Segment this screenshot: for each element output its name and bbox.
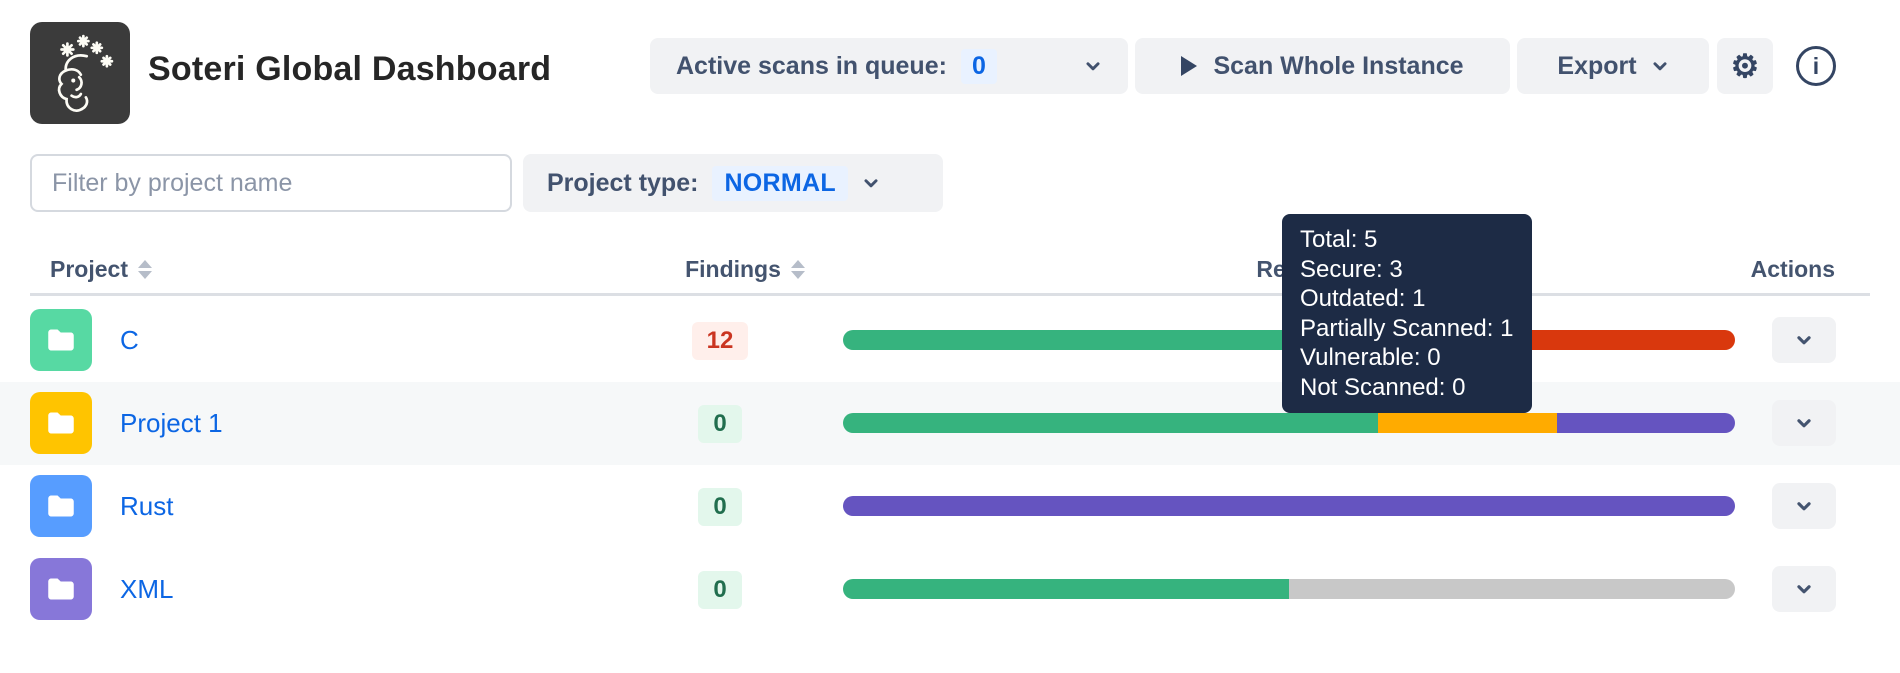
export-button[interactable]: Export xyxy=(1517,38,1709,94)
bar-segment-secure xyxy=(843,330,1289,350)
column-header-actions-label: Actions xyxy=(1750,256,1835,282)
sort-icon[interactable] xyxy=(790,260,805,279)
settings-button[interactable]: ⚙ xyxy=(1717,38,1773,94)
column-header-project-label: Project xyxy=(50,256,128,282)
row-actions-button[interactable] xyxy=(1772,400,1836,446)
soteri-logo xyxy=(30,22,130,124)
tooltip-line-vulnerable: Vulnerable: 0 xyxy=(1300,344,1441,371)
project-folder-avatar xyxy=(30,558,92,620)
bar-segment-secure xyxy=(843,413,1379,433)
gear-icon: ⚙ xyxy=(1730,48,1760,84)
folder-icon xyxy=(48,412,74,434)
scan-button-label: Scan Whole Instance xyxy=(1213,51,1464,80)
tooltip-line-outdated: Outdated: 1 xyxy=(1300,285,1426,312)
play-icon xyxy=(1181,56,1198,76)
findings-badge: 12 xyxy=(691,321,749,360)
repo-status-bar[interactable] xyxy=(843,496,1735,516)
page-title: Soteri Global Dashboard xyxy=(148,50,552,88)
scan-whole-instance-button[interactable]: Scan Whole Instance xyxy=(1135,38,1510,94)
chevron-down-icon xyxy=(1086,62,1100,71)
queue-count-badge: 0 xyxy=(960,48,997,84)
column-header-findings[interactable]: Findings xyxy=(670,256,820,283)
face-with-stars-icon xyxy=(57,34,114,112)
chevron-down-icon xyxy=(1797,419,1811,428)
repo-status-tooltip: Total: 5 Secure: 3 Outdated: 1 Partially… xyxy=(1282,214,1532,413)
info-icon: i xyxy=(1796,46,1836,86)
chevron-down-icon xyxy=(1797,502,1811,511)
bar-segment-not_scanned xyxy=(1289,579,1735,599)
info-button[interactable]: i xyxy=(1794,44,1838,88)
folder-icon xyxy=(48,329,74,351)
row-actions-button[interactable] xyxy=(1772,483,1836,529)
chevron-down-icon xyxy=(1797,585,1811,594)
folder-icon xyxy=(48,495,74,517)
bar-segment-outdated xyxy=(1378,413,1557,433)
project-link[interactable]: Rust xyxy=(120,491,174,521)
repo-status-bar[interactable] xyxy=(843,579,1735,599)
project-link[interactable]: C xyxy=(120,325,139,355)
active-scans-queue-button[interactable]: Active scans in queue: 0 xyxy=(650,38,1128,94)
folder-icon xyxy=(48,578,74,600)
repo-status-bar[interactable] xyxy=(843,413,1735,433)
row-actions-button[interactable] xyxy=(1772,317,1836,363)
chevron-down-icon xyxy=(864,179,878,188)
project-type-dropdown[interactable]: Project type: NORMAL xyxy=(523,154,943,212)
project-link[interactable]: Project 1 xyxy=(120,408,223,438)
tooltip-line-partially-scanned: Partially Scanned: 1 xyxy=(1300,314,1514,342)
bar-segment-partially_scanned xyxy=(843,496,1735,516)
column-header-findings-label: Findings xyxy=(685,256,781,282)
bar-segment-secure xyxy=(843,579,1289,599)
findings-badge: 0 xyxy=(698,487,742,526)
export-button-label: Export xyxy=(1557,51,1637,80)
table-row: Project 1 0 xyxy=(0,382,1900,465)
project-folder-avatar xyxy=(30,475,92,537)
column-header-project[interactable]: Project xyxy=(50,256,152,283)
chevron-down-icon xyxy=(1797,336,1811,345)
row-actions-button[interactable] xyxy=(1772,566,1836,612)
tooltip-line-secure: Secure: 3 xyxy=(1300,255,1403,283)
table-row: Rust 0 xyxy=(0,465,1900,548)
tooltip-line-not-scanned: Not Scanned: 0 xyxy=(1300,373,1466,401)
project-link[interactable]: XML xyxy=(120,574,174,604)
project-type-label: Project type: xyxy=(547,168,699,197)
project-folder-avatar xyxy=(30,392,92,454)
findings-badge: 0 xyxy=(698,404,742,443)
table-row: C 12 xyxy=(0,299,1900,382)
table-header: Project Findings Repositories Actions xyxy=(30,250,1870,296)
findings-badge: 0 xyxy=(698,570,742,609)
project-filter-input[interactable] xyxy=(30,154,512,212)
column-header-actions: Actions xyxy=(1751,256,1835,283)
sort-icon[interactable] xyxy=(137,260,152,279)
chevron-down-icon xyxy=(1653,62,1667,71)
table-row: XML 0 xyxy=(0,548,1900,631)
project-table-body: C 12 Project 1 0 Rust 0 xyxy=(0,299,1900,631)
project-folder-avatar xyxy=(30,309,92,371)
queue-label: Active scans in queue: xyxy=(676,51,947,80)
bar-segment-partially_scanned xyxy=(1556,413,1735,433)
tooltip-line-total: Total: 5 xyxy=(1300,226,1378,253)
project-type-value-badge: NORMAL xyxy=(712,165,848,201)
